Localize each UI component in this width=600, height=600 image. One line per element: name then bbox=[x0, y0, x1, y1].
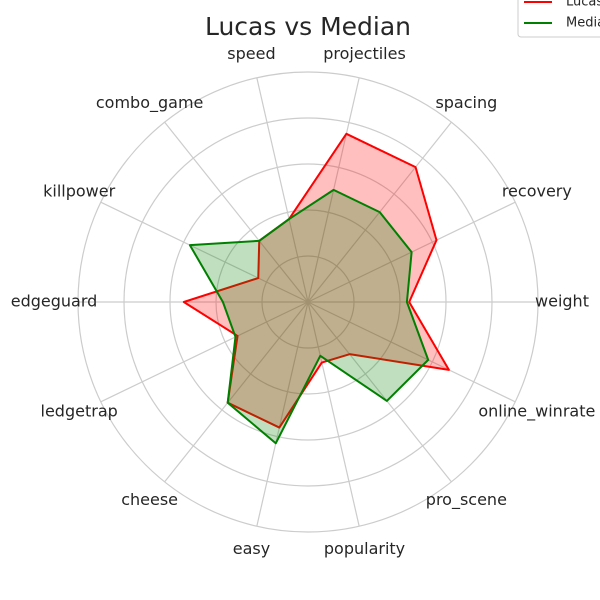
series-area bbox=[182, 132, 450, 429]
legend-label: Lucas bbox=[566, 0, 600, 10]
category-label: easy bbox=[233, 539, 270, 558]
category-label: online_winrate bbox=[478, 402, 595, 422]
spoke bbox=[256, 77, 309, 303]
spoke bbox=[100, 201, 309, 303]
category-label: killpower bbox=[43, 181, 115, 200]
series-area bbox=[188, 188, 430, 445]
spoke bbox=[100, 301, 309, 403]
category-label: speed bbox=[227, 44, 275, 63]
category-label: pro_scene bbox=[426, 490, 507, 510]
legend: Lucas Median bbox=[517, 0, 600, 38]
legend-box bbox=[517, 0, 600, 38]
spoke bbox=[307, 301, 360, 527]
category-label: weight bbox=[535, 292, 589, 311]
spoke bbox=[256, 301, 309, 527]
category-label: cheese bbox=[121, 490, 178, 509]
category-label: edgeguard bbox=[11, 292, 98, 311]
category-label: recovery bbox=[502, 181, 572, 200]
category-label: combo_game bbox=[96, 93, 204, 113]
legend-label: Median bbox=[566, 16, 600, 31]
category-label: popularity bbox=[324, 539, 405, 558]
chart-title: Lucas vs Median bbox=[205, 12, 411, 41]
spoke bbox=[164, 301, 309, 483]
spoke bbox=[307, 301, 516, 403]
category-label: ledgetrap bbox=[41, 402, 118, 421]
category-label: projectiles bbox=[323, 44, 406, 63]
spoke bbox=[164, 121, 309, 303]
category-label: spacing bbox=[435, 93, 497, 112]
spoke bbox=[307, 301, 452, 483]
